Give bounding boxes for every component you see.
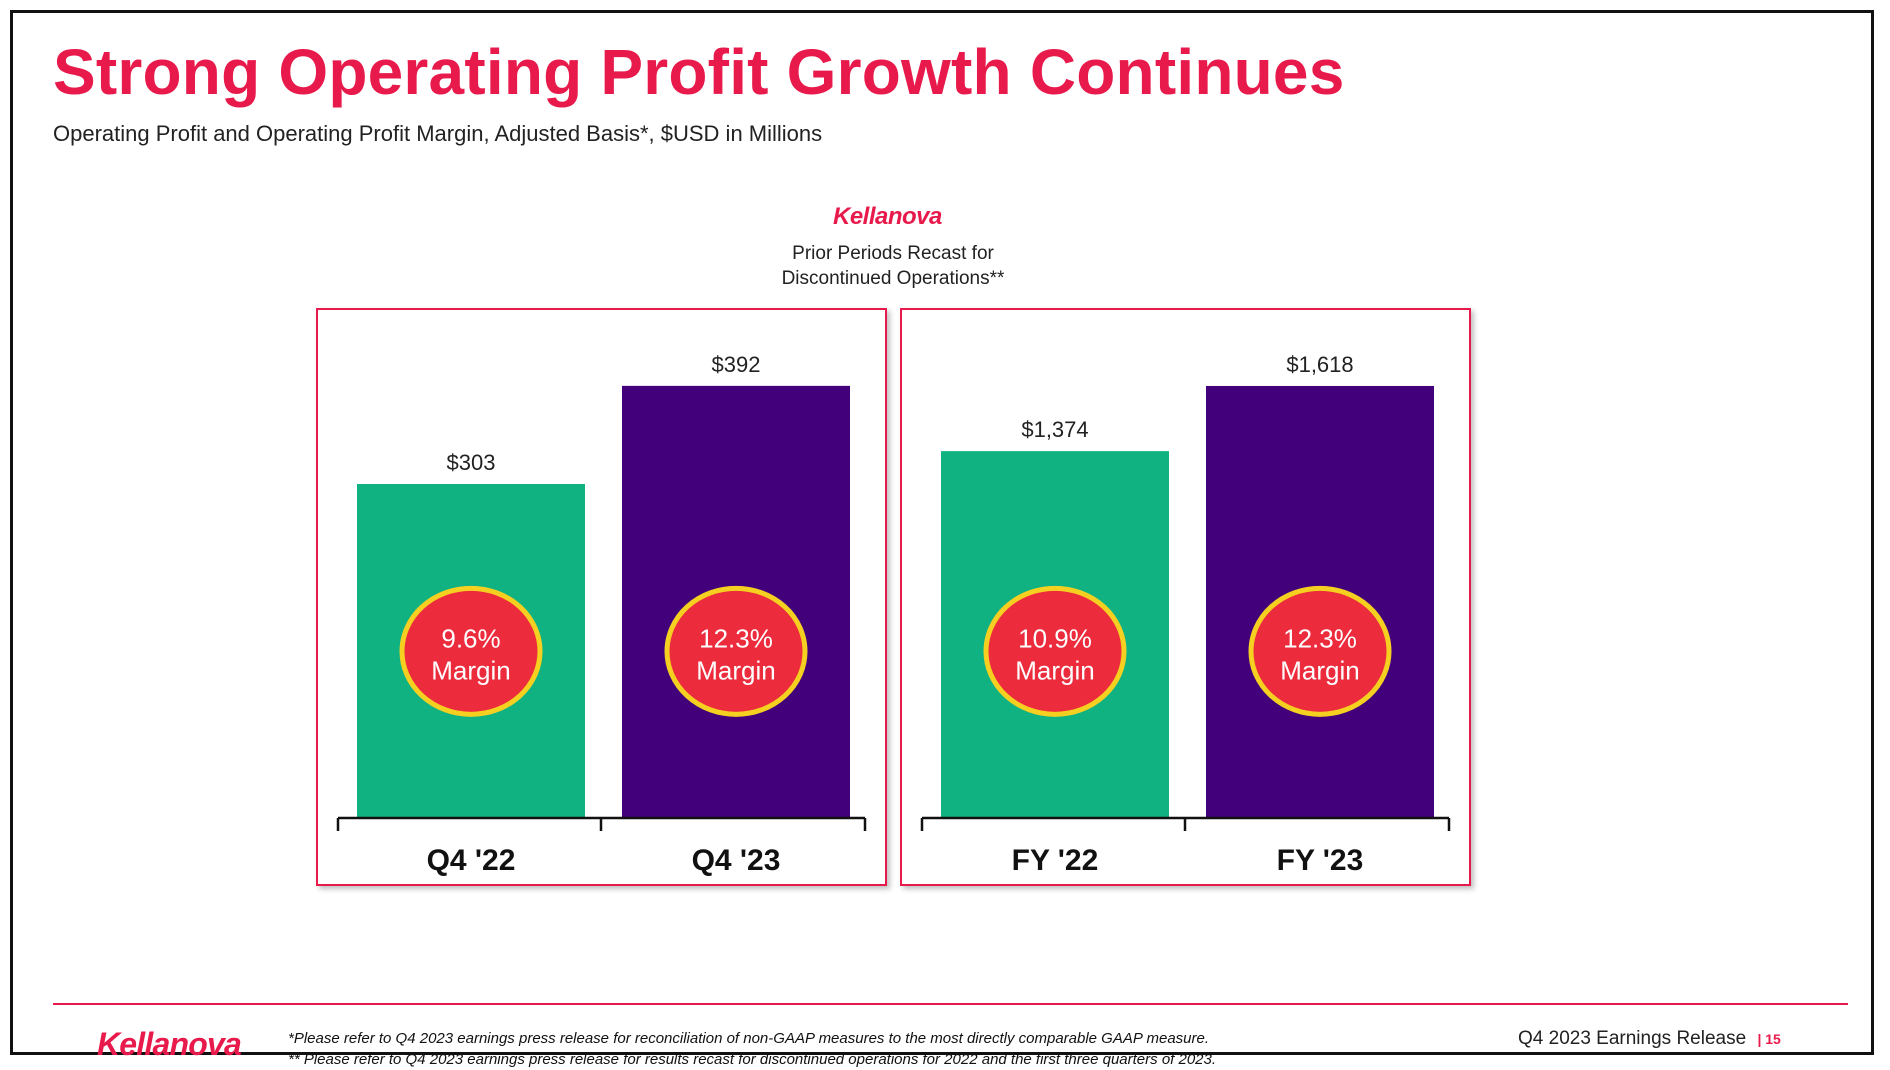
category-label-fy-23: FY '23: [1277, 844, 1364, 877]
bar-value-label-fy-22: $1,374: [1021, 417, 1088, 442]
bar-value-label-q4-22: $303: [447, 450, 496, 475]
footer-logo: Kellanova: [97, 1026, 242, 1062]
margin-badge-fy-23: [1248, 585, 1392, 717]
margin-word-q4-22: Margin: [431, 655, 510, 685]
footer-release: Q4 2023 Earnings Release | 15: [1518, 1028, 1781, 1050]
category-label-q4-22: Q4 '22: [427, 844, 516, 877]
page-subtitle: Operating Profit and Operating Profit Ma…: [53, 121, 823, 146]
margin-badge-q4-22: [399, 585, 543, 717]
page-number: | 15: [1757, 1031, 1781, 1047]
recast-note: Prior Periods Recast for Discontinued Op…: [733, 241, 1053, 291]
margin-percent-q4-22: 9.6%: [441, 623, 500, 653]
recast-note-line1: Prior Periods Recast for: [792, 243, 994, 264]
brand-logo: Kellanova: [833, 203, 942, 230]
bar-value-label-q4-23: $392: [712, 352, 761, 377]
recast-note-line2: Discontinued Operations**: [781, 268, 1005, 289]
margin-percent-fy-22: 10.9%: [1018, 623, 1092, 653]
slide: Strong Operating Profit Growth Continues…: [10, 10, 1874, 1068]
release-label: Q4 2023 Earnings Release: [1518, 1028, 1747, 1049]
category-label-q4-23: Q4 '23: [692, 844, 781, 877]
quarter-chart-panel: $303 9.6% Margin Q4 '22 $392 12.3% Margin Q4 '2…: [316, 308, 887, 886]
margin-badge-q4-23: [664, 585, 808, 717]
category-label-fy-22: FY '22: [1012, 844, 1099, 877]
margin-word-q4-23: Margin: [696, 655, 775, 685]
footnote-1: *Please refer to Q4 2023 earnings press …: [288, 1030, 1210, 1047]
footer-divider: [53, 1003, 1848, 1005]
full-year-chart-panel: $1,374 10.9% Margin FY '22 $1,618 12.3% Margin…: [900, 308, 1471, 886]
footnote-2: ** Please refer to Q4 2023 earnings pres…: [288, 1051, 1217, 1068]
margin-percent-q4-23: 12.3%: [699, 623, 773, 653]
margin-badge-fy-22: [983, 585, 1127, 717]
bar-value-label-fy-23: $1,618: [1286, 352, 1353, 377]
margin-percent-fy-23: 12.3%: [1283, 623, 1357, 653]
page-title: Strong Operating Profit Growth Continues: [53, 36, 1345, 108]
page-number-value: 15: [1765, 1031, 1781, 1047]
margin-word-fy-22: Margin: [1015, 655, 1094, 685]
margin-word-fy-23: Margin: [1280, 655, 1359, 685]
footnotes: *Please refer to Q4 2023 earnings press …: [288, 1028, 1448, 1070]
